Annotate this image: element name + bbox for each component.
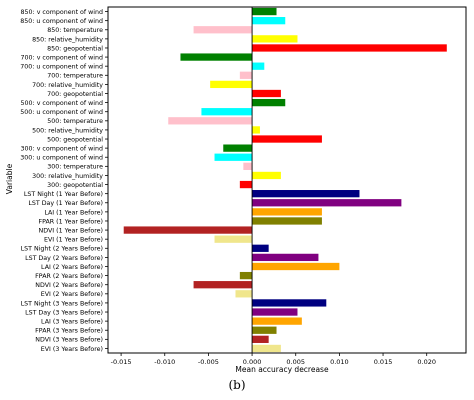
bar xyxy=(252,7,277,16)
x-tick-label: -0.015 xyxy=(111,358,132,366)
x-tick-label: 0.020 xyxy=(417,358,436,366)
bar xyxy=(252,335,269,343)
y-tick-label: LST Day (3 Years Before) xyxy=(25,309,103,316)
bar xyxy=(252,308,298,316)
y-tick-label: 700: v component of wind xyxy=(21,54,103,61)
bar xyxy=(201,108,253,116)
figure-caption: (b) xyxy=(228,378,246,392)
x-tick-label: -0.005 xyxy=(198,358,219,366)
y-tick-label: 500: relative_humidity xyxy=(32,127,103,134)
y-tick-label: 850: geopotential xyxy=(47,45,103,52)
y-tick-label: LAI (1 Year Before) xyxy=(44,209,103,216)
y-tick-label: 700: geopotential xyxy=(47,91,103,98)
y-tick-label: 850: u component of wind xyxy=(20,18,103,25)
bar xyxy=(223,144,253,152)
bar xyxy=(252,135,322,143)
y-tick-label: FPAR (3 Years Before) xyxy=(35,328,103,335)
bar xyxy=(252,344,281,353)
bar xyxy=(193,281,253,289)
bars-layer xyxy=(123,7,447,353)
y-axis-label: Variable xyxy=(5,163,14,194)
y-tick-label: 500: u component of wind xyxy=(20,109,103,116)
bar xyxy=(252,299,327,307)
x-tick-label: 0.005 xyxy=(286,358,305,366)
feature-importance-chart: 850: v component of wind 850: u component… xyxy=(5,6,467,374)
bar xyxy=(252,126,260,134)
bar xyxy=(239,71,253,79)
y-tick-label: FPAR (2 Years Before) xyxy=(35,273,103,280)
y-tick-label: 300: relative_humidity xyxy=(32,173,103,180)
bar xyxy=(252,44,447,52)
y-tick-label: 700: u component of wind xyxy=(20,64,103,71)
bar xyxy=(252,171,281,180)
bar xyxy=(252,217,322,225)
y-tick-label: NDVI (2 Years Before) xyxy=(35,282,103,289)
y-tick-label: 300: geopotential xyxy=(47,182,103,189)
bar xyxy=(252,98,286,107)
bar xyxy=(210,80,253,89)
plot-frame xyxy=(107,6,467,354)
bar xyxy=(123,226,253,234)
y-tick-label: 300: u component of wind xyxy=(20,155,103,162)
x-tick-label: 0.000 xyxy=(243,358,262,366)
y-tick-label: EVI (2 Years Before) xyxy=(41,291,103,298)
x-axis-label: Mean accuracy decrease xyxy=(235,365,329,374)
y-tick-label: 300: temperature xyxy=(47,164,103,171)
y-tick-label: LST Night (1 Year Before) xyxy=(24,191,103,198)
y-tick-label: FPAR (1 Year Before) xyxy=(38,218,103,225)
bar xyxy=(243,162,253,170)
bar xyxy=(252,17,286,25)
bar xyxy=(252,89,281,98)
y-tick-label: EVI (1 Year Before) xyxy=(44,237,103,244)
y-tick-label: 850: temperature xyxy=(47,27,103,34)
bar xyxy=(252,262,340,271)
bar xyxy=(252,62,265,70)
y-tick-label: 700: temperature xyxy=(47,73,103,80)
bar xyxy=(252,244,269,252)
y-tick-label: LST Night (2 Years Before) xyxy=(21,246,103,253)
bar xyxy=(214,153,253,161)
y-tick-label: 500: temperature xyxy=(47,118,103,125)
bar xyxy=(239,180,253,189)
y-tick-label: 500: v component of wind xyxy=(21,100,103,107)
y-tick-label: LST Day (2 Years Before) xyxy=(25,255,103,262)
bar xyxy=(252,326,277,334)
y-tick-label: NDVI (1 Year Before) xyxy=(39,227,103,234)
bar xyxy=(180,53,253,61)
y-tick-label: 300: v component of wind xyxy=(21,146,103,153)
x-tick-label: 0.010 xyxy=(330,358,349,366)
x-tick-labels: -0.015 -0.010 -0.005 0.000 0.005 0.010 0.015 0.… xyxy=(111,353,436,366)
y-tick-label: LST Night (3 Years Before) xyxy=(21,300,103,307)
y-tick-label: 500: geopotential xyxy=(47,136,103,143)
bar xyxy=(252,253,319,262)
bar xyxy=(168,117,253,125)
x-tick-label: -0.010 xyxy=(154,358,175,366)
y-tick-label: LAI (2 Years Before) xyxy=(41,264,103,271)
bar xyxy=(239,271,253,280)
bar xyxy=(252,35,298,43)
bar xyxy=(235,290,253,298)
y-tick-labels: 850: v component of wind 850: u component… xyxy=(20,9,108,353)
y-tick-label: 700: relative_humidity xyxy=(32,82,103,89)
bar xyxy=(214,235,253,243)
y-tick-label: LAI (3 Years Before) xyxy=(41,319,103,326)
bar xyxy=(252,199,402,207)
y-tick-label: EVI (3 Years Before) xyxy=(41,346,103,353)
bar xyxy=(193,26,253,34)
y-tick-label: 850: v component of wind xyxy=(21,9,103,16)
bar xyxy=(252,190,360,198)
x-tick-label: 0.015 xyxy=(374,358,393,366)
y-tick-label: 850: relative_humidity xyxy=(32,36,103,43)
y-tick-label: LST Day (1 Year Before) xyxy=(28,200,103,207)
bar xyxy=(252,317,302,325)
y-tick-label: NDVI (3 Years Before) xyxy=(35,337,103,344)
bar xyxy=(252,208,322,216)
